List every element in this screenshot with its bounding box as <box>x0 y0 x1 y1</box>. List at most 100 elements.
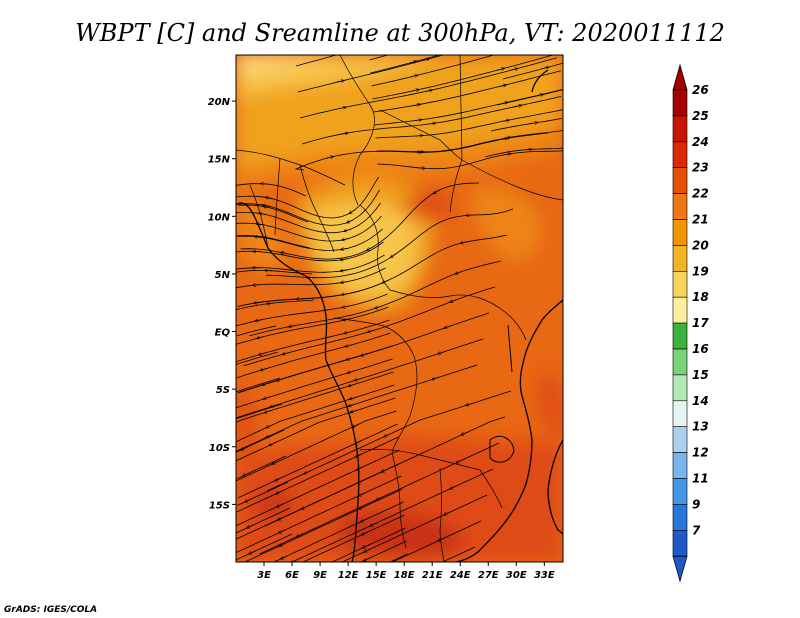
lake-outline <box>507 324 513 373</box>
lon-tick-label: 12E <box>338 570 359 581</box>
streamline-arrow <box>530 122 538 123</box>
field-region <box>340 510 463 558</box>
streamline-arrow <box>340 282 349 283</box>
streamline-arrow <box>496 52 504 54</box>
streamline-arrow <box>444 325 452 329</box>
colorbar-swatch <box>672 89 688 117</box>
streamline <box>496 89 563 106</box>
colorbar-swatch <box>672 400 688 427</box>
lon-tick-label: 30E <box>506 570 527 581</box>
colorbar-label: 18 <box>692 290 709 304</box>
colorbar-swatch <box>672 529 688 557</box>
lon-tick-label: 15E <box>366 570 387 581</box>
streamline-arrow <box>252 285 261 286</box>
streamline-arrow <box>345 345 353 347</box>
streamline-arrow <box>503 154 512 155</box>
lon-tick-label: 18E <box>394 570 415 581</box>
lon-tick-label: 27E <box>478 570 499 581</box>
streamline-arrow <box>290 559 298 562</box>
streamline <box>236 351 279 365</box>
country-borders <box>236 55 563 562</box>
streamline <box>391 520 482 562</box>
streamline-arrow <box>514 105 522 107</box>
streamline-arrow <box>276 503 284 508</box>
field-region <box>470 186 541 261</box>
streamline-arrow <box>374 305 382 309</box>
streamline-arrow <box>449 485 457 490</box>
streamline-arrow <box>340 133 349 134</box>
border-line <box>391 451 407 549</box>
lat-tick-label: EQ <box>215 328 231 339</box>
streamline-arrow <box>443 511 451 516</box>
streamline-arrow <box>355 453 363 458</box>
streamline <box>389 553 408 562</box>
streamline-arrow <box>275 490 283 495</box>
streamline-arrow <box>358 492 366 497</box>
colorbar-swatch <box>672 245 688 272</box>
colorbar-bottom-arrow <box>672 555 688 583</box>
streamline <box>236 371 394 423</box>
streamline <box>236 397 396 462</box>
streamline <box>236 384 395 442</box>
colorbar-swatch <box>672 478 688 505</box>
streamline-arrow <box>354 440 362 445</box>
streamline <box>236 267 386 289</box>
streamline-arrow <box>349 397 357 399</box>
latitude-axis: 20N 15N 10N 5N EQ 5S 10S 15S <box>208 97 236 511</box>
border-line <box>439 467 445 562</box>
lat-tick-label: 5S <box>216 385 230 396</box>
streamline-arrow <box>370 522 378 527</box>
streamline-arrow <box>535 94 544 96</box>
lon-tick-label: 33E <box>534 570 555 581</box>
streamline-arrow <box>326 156 334 158</box>
streamline-arrow <box>303 470 311 475</box>
colorbar-swatch <box>672 452 688 479</box>
streamline-arrow <box>255 320 263 322</box>
streamline-arrow <box>414 120 422 121</box>
lon-tick-label: 21E <box>422 570 443 581</box>
streamline <box>236 377 281 393</box>
field-region <box>236 55 330 72</box>
border-line <box>359 204 391 291</box>
streamline-arrow <box>270 404 278 408</box>
colorbar-swatch <box>672 296 688 324</box>
streamline-arrow <box>346 219 354 224</box>
streamline <box>295 55 338 67</box>
streamline-arrow <box>341 238 350 240</box>
streamline-arrow <box>256 224 264 225</box>
colorbar-label: 20 <box>692 238 709 252</box>
colorbar-label: 24 <box>692 135 709 149</box>
streamline-arrow <box>354 379 362 381</box>
streamline-arrow <box>265 197 273 199</box>
border-line <box>299 164 335 253</box>
streamline-arrow <box>338 107 347 109</box>
streamline-arrow <box>363 557 371 562</box>
streamline <box>291 468 494 562</box>
streamline <box>236 475 402 554</box>
streamline <box>236 403 283 419</box>
colorbar-swatch <box>672 322 688 350</box>
streamline-arrow <box>288 325 296 327</box>
coastline <box>547 439 563 535</box>
streamline <box>441 546 476 562</box>
lat-tick-label: 20N <box>208 97 231 108</box>
lon-tick-label: 3E <box>257 570 271 581</box>
colorbar-label: 13 <box>692 420 709 434</box>
streamline <box>376 130 563 153</box>
streamline-arrow <box>340 248 348 249</box>
streamline <box>236 436 399 513</box>
lon-tick-label: 9E <box>313 570 327 581</box>
streamline-arrow <box>280 252 289 254</box>
lat-tick-label: 15S <box>209 500 230 511</box>
streamline-arrow <box>428 123 436 124</box>
streamline <box>238 204 309 223</box>
streamline-arrow <box>382 279 390 284</box>
streamline <box>236 410 397 482</box>
colorbar-top-arrow <box>672 63 688 91</box>
streamline <box>243 488 403 562</box>
streamline-arrow <box>301 505 309 510</box>
streamline <box>237 325 277 337</box>
streamline-arrow <box>349 209 356 213</box>
streamline-arrow <box>260 368 268 370</box>
streamline-arrow <box>265 434 273 439</box>
